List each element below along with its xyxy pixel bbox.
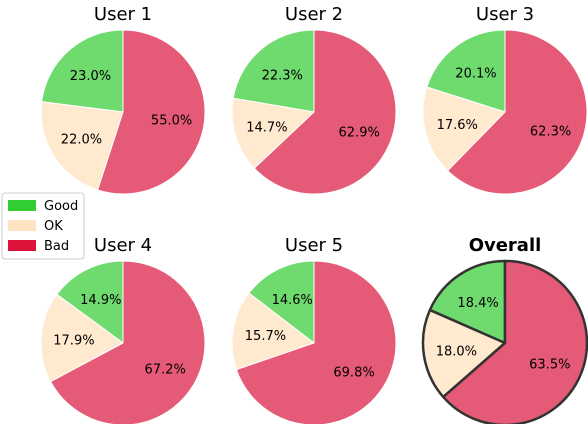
pie-title-user-1: User 1 xyxy=(94,4,152,25)
pie-label-good-user-1: 23.0% xyxy=(70,69,111,84)
pie-slice-ok-user-2 xyxy=(231,97,315,169)
legend-swatch-ok xyxy=(8,220,36,231)
pie-label-ok-user-4: 17.9% xyxy=(53,333,94,348)
pie-title-user-4: User 4 xyxy=(94,235,152,256)
pie-label-good-user-4: 14.9% xyxy=(80,293,121,308)
pies-layer: User 1 23.0% 22.0% 55.0% User 2 22.3% 14.7% 62.… xyxy=(40,4,588,424)
pie-slice-good-user-1 xyxy=(41,29,124,113)
pie-label-bad-user-4: 67.2% xyxy=(145,362,186,377)
pie-slice-bad-user-3 xyxy=(447,29,588,195)
pie-slice-good-user-4 xyxy=(56,260,124,344)
pie-slice-bad-user-4 xyxy=(50,260,206,424)
pie-slice-good-user-5 xyxy=(248,260,315,344)
pie-user-4: User 4 14.9% 17.9% 67.2% xyxy=(40,235,206,424)
pie-label-bad-overall: 63.5% xyxy=(529,357,570,372)
legend: Good OK Bad xyxy=(1,192,85,260)
pie-label-ok-user-2: 14.7% xyxy=(246,120,287,135)
pie-slice-bad-user-1 xyxy=(97,29,206,195)
legend-label-ok: OK xyxy=(44,219,63,234)
pie-slice-ok-user-5 xyxy=(231,292,315,371)
legend-swatch-good xyxy=(8,200,36,211)
pie-label-good-user-5: 14.6% xyxy=(272,293,313,308)
pie-label-bad-user-2: 62.9% xyxy=(339,125,380,140)
pie-slice-good-overall xyxy=(428,259,507,345)
pie-label-bad-user-3: 62.3% xyxy=(530,125,571,140)
pie-label-good-user-2: 22.3% xyxy=(262,68,303,83)
pie-label-bad-user-5: 69.8% xyxy=(333,366,374,381)
pie-slice-ok-user-4 xyxy=(40,293,124,383)
pie-slice-bad-user-5 xyxy=(235,260,397,424)
pie-label-ok-user-3: 17.6% xyxy=(437,118,478,133)
pie-user-3: User 3 20.1% 17.6% 62.3% xyxy=(422,4,588,195)
pie-user-5: User 5 14.6% 15.7% 69.8% xyxy=(231,235,397,424)
pie-label-ok-user-1: 22.0% xyxy=(61,132,102,147)
pie-slice-bad-overall xyxy=(442,259,588,424)
pie-slice-bad-user-2 xyxy=(253,29,397,195)
pie-user-2: User 2 22.3% 14.7% 62.9% xyxy=(231,4,397,195)
pie-label-ok-user-5: 15.7% xyxy=(245,329,286,344)
pie-slice-ok-user-1 xyxy=(40,101,124,191)
pie-title-user-5: User 5 xyxy=(285,235,343,256)
legend-label-bad: Bad xyxy=(44,239,69,254)
pie-slice-good-user-3 xyxy=(426,29,506,113)
pie-title-user-3: User 3 xyxy=(476,4,534,25)
pie-label-bad-user-1: 55.0% xyxy=(151,114,192,129)
pie-overall: Overall 18.4% 18.0% 63.5% xyxy=(421,235,588,424)
pie-label-ok-overall: 18.0% xyxy=(436,344,477,359)
pie-slice-ok-overall xyxy=(421,308,507,399)
legend-label-good: Good xyxy=(44,199,78,214)
pie-label-good-overall: 18.4% xyxy=(457,296,498,311)
pie-user-1: User 1 23.0% 22.0% 55.0% xyxy=(40,4,206,195)
pie-title-overall: Overall xyxy=(469,235,542,256)
pie-title-user-2: User 2 xyxy=(285,4,343,25)
legend-swatch-bad xyxy=(8,240,36,251)
pie-slice-ok-user-3 xyxy=(422,86,506,172)
pie-label-good-user-3: 20.1% xyxy=(455,66,496,81)
pie-slice-good-user-2 xyxy=(232,29,315,113)
